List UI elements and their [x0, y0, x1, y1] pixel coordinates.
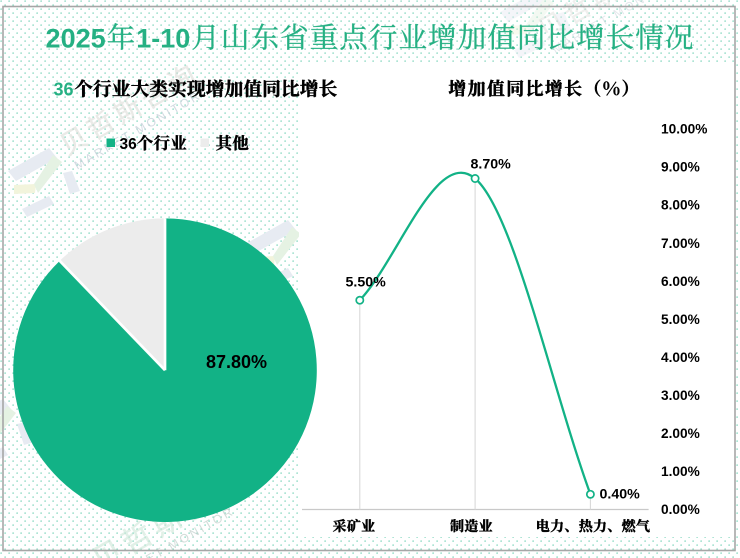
svg-text:7.00%: 7.00% — [661, 236, 700, 251]
svg-text:8.70%: 8.70% — [471, 157, 512, 173]
svg-text:2.00%: 2.00% — [661, 426, 700, 441]
svg-text:1.00%: 1.00% — [661, 464, 700, 479]
svg-text:5.50%: 5.50% — [346, 275, 387, 291]
svg-text:4.00%: 4.00% — [661, 350, 700, 365]
svg-text:0.40%: 0.40% — [600, 487, 641, 503]
svg-text:10.00%: 10.00% — [661, 122, 707, 137]
svg-text:9.00%: 9.00% — [661, 160, 700, 175]
svg-text:2025: 2025 — [46, 24, 106, 54]
svg-text:3.00%: 3.00% — [661, 388, 700, 403]
svg-text:5.00%: 5.00% — [661, 312, 700, 327]
svg-text:1-10: 1-10 — [136, 24, 190, 54]
svg-text:87.80%: 87.80% — [206, 352, 267, 372]
svg-text:36: 36 — [120, 136, 138, 153]
svg-text:0.00%: 0.00% — [661, 502, 700, 517]
svg-text:8.00%: 8.00% — [661, 198, 700, 213]
svg-text:6.00%: 6.00% — [661, 274, 700, 289]
svg-text:36: 36 — [54, 80, 74, 100]
